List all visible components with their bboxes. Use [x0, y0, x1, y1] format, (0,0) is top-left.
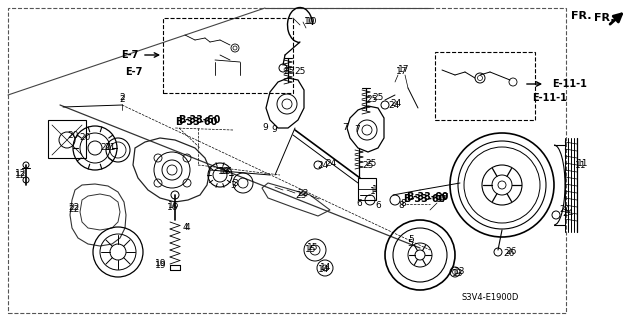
Text: 25: 25: [362, 160, 373, 169]
Text: 23: 23: [295, 190, 307, 199]
Text: 17: 17: [398, 65, 410, 75]
Text: 18: 18: [218, 167, 230, 176]
Text: 11: 11: [575, 160, 586, 169]
Text: 19: 19: [155, 258, 166, 268]
Text: 22: 22: [68, 205, 79, 214]
Text: 5: 5: [407, 239, 413, 248]
Text: B-33-60: B-33-60: [406, 192, 449, 202]
Text: 10: 10: [306, 18, 317, 26]
Text: 21: 21: [100, 144, 111, 152]
Text: E-7: E-7: [120, 50, 138, 60]
Text: 13: 13: [452, 270, 463, 278]
Text: 24: 24: [388, 100, 399, 109]
Text: 8: 8: [398, 201, 404, 210]
Text: 3: 3: [232, 179, 237, 188]
Text: 20: 20: [68, 131, 79, 140]
Text: 7: 7: [354, 125, 360, 135]
Text: E-11-1: E-11-1: [552, 79, 587, 89]
Text: 25: 25: [283, 68, 294, 77]
Text: 18: 18: [220, 167, 232, 176]
Text: 17: 17: [436, 196, 447, 204]
Text: 6: 6: [356, 198, 362, 207]
Text: 11: 11: [577, 159, 589, 167]
Text: FR.: FR.: [594, 13, 614, 23]
Text: 14: 14: [318, 265, 330, 275]
Text: 15: 15: [305, 246, 317, 255]
Text: 17: 17: [438, 194, 449, 203]
Bar: [48, 120, 86, 158]
Text: 9: 9: [271, 125, 276, 135]
Text: 22: 22: [68, 204, 79, 212]
Text: 9: 9: [262, 123, 268, 132]
Text: 1: 1: [372, 186, 378, 195]
Text: 24: 24: [317, 160, 328, 169]
Text: 5: 5: [408, 235, 413, 244]
Text: 12: 12: [15, 168, 26, 177]
Text: 14: 14: [320, 263, 332, 272]
Text: 26: 26: [503, 249, 515, 258]
Text: 24: 24: [390, 99, 401, 108]
Text: B-33-60: B-33-60: [178, 115, 220, 125]
Text: 12: 12: [15, 170, 26, 180]
Text: 8: 8: [400, 198, 406, 207]
Text: 24: 24: [325, 159, 336, 167]
Text: 25: 25: [365, 159, 376, 167]
Text: 3: 3: [230, 181, 236, 189]
Text: 10: 10: [304, 18, 316, 26]
Text: 4: 4: [183, 224, 189, 233]
Bar: [163, 18, 293, 93]
Text: 7: 7: [342, 123, 348, 132]
Text: 2: 2: [119, 93, 125, 102]
Text: 20: 20: [79, 133, 90, 143]
Text: 21: 21: [104, 143, 115, 152]
Text: 2: 2: [119, 95, 125, 105]
Text: 4: 4: [185, 224, 191, 233]
Bar: [435, 52, 535, 120]
Text: 16: 16: [167, 203, 179, 211]
Text: 16: 16: [168, 201, 179, 210]
Text: 23: 23: [297, 189, 308, 197]
Text: 26: 26: [505, 248, 516, 256]
Text: 1: 1: [370, 188, 376, 197]
Text: 24: 24: [562, 209, 573, 218]
Text: 19: 19: [155, 261, 166, 270]
Text: 25: 25: [366, 94, 378, 103]
Text: 13: 13: [454, 268, 465, 277]
Text: 25: 25: [294, 68, 305, 77]
Text: 6: 6: [375, 201, 381, 210]
Text: B-33-60: B-33-60: [175, 117, 218, 127]
Bar: [8, 8, 566, 313]
Text: 15: 15: [307, 243, 319, 253]
Bar: [358, 178, 376, 200]
Text: FR.: FR.: [572, 11, 592, 21]
Text: 24: 24: [559, 205, 570, 214]
Text: 25: 25: [372, 93, 383, 101]
Text: 17: 17: [396, 68, 408, 77]
Text: E-7: E-7: [125, 67, 142, 77]
Text: B-33-60: B-33-60: [403, 194, 445, 204]
Text: S3V4-E1900D: S3V4-E1900D: [462, 293, 520, 301]
Text: E-11-1: E-11-1: [532, 93, 567, 103]
